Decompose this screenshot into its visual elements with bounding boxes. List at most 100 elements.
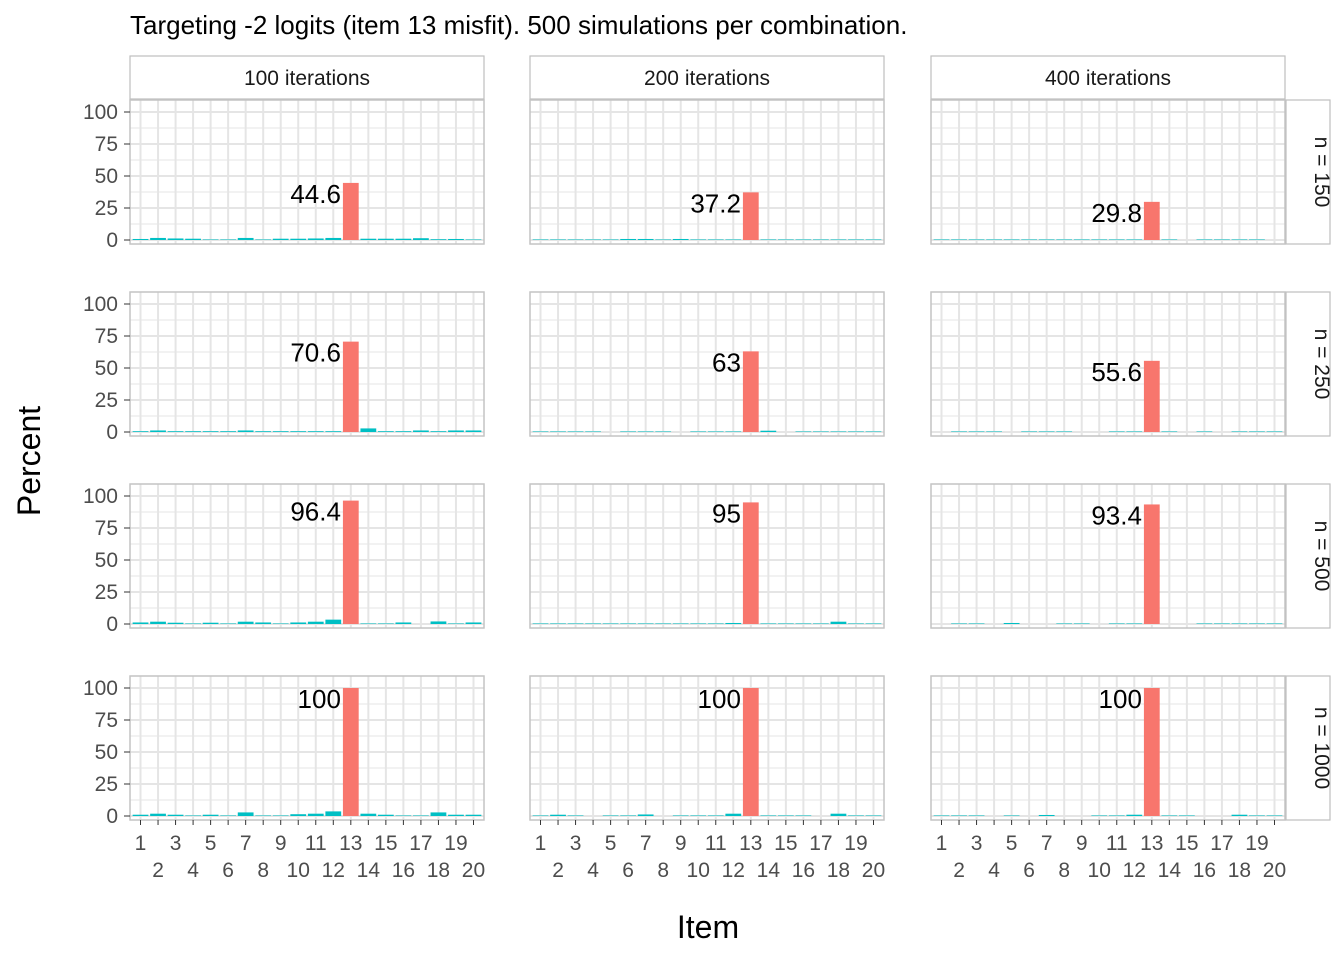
facet-panel: 29.8 xyxy=(930,99,1286,245)
bar xyxy=(1038,814,1055,816)
x-tick-label: 16 xyxy=(392,859,415,882)
x-tick-label: 12 xyxy=(322,859,345,882)
panel-border xyxy=(129,291,485,437)
x-tick-label: 4 xyxy=(988,859,1000,882)
bar xyxy=(602,239,619,240)
y-tick-label: 0 xyxy=(106,805,118,828)
x-tick-label: 13 xyxy=(339,832,362,855)
bar xyxy=(933,815,950,816)
data-label: 37.2 xyxy=(690,188,741,218)
bar xyxy=(307,431,324,432)
panel-background xyxy=(130,100,484,244)
bar xyxy=(272,238,289,240)
data-label: 29.8 xyxy=(1091,198,1142,228)
bar xyxy=(968,431,985,432)
bar xyxy=(325,237,342,240)
bar xyxy=(690,239,707,240)
bar xyxy=(1003,239,1020,240)
bar xyxy=(620,238,637,240)
y-tick-label: 0 xyxy=(106,421,118,444)
bar xyxy=(448,623,464,624)
bar xyxy=(1003,622,1020,624)
bar xyxy=(1003,815,1020,816)
bar xyxy=(1108,239,1125,240)
facet-strip-row-label: n = 250 xyxy=(1310,329,1333,400)
bar xyxy=(602,623,619,624)
bar xyxy=(413,238,429,240)
x-tick-label: 8 xyxy=(257,859,269,882)
bar xyxy=(202,622,219,624)
bar xyxy=(602,815,619,816)
facet-strip-col xyxy=(529,55,885,100)
bar xyxy=(777,239,794,240)
bar xyxy=(795,815,812,816)
bar xyxy=(1108,623,1125,624)
x-tick-label: 20 xyxy=(862,859,885,882)
bar xyxy=(290,431,307,432)
x-tick-label: 18 xyxy=(427,859,450,882)
x-tick-label: 19 xyxy=(444,832,467,855)
bar xyxy=(1196,239,1213,240)
chart-title: Targeting -2 logits (item 13 misfit). 50… xyxy=(130,10,907,40)
bar xyxy=(620,431,637,432)
bar xyxy=(637,814,654,816)
x-tick-label: 20 xyxy=(462,859,485,882)
bar xyxy=(465,430,482,432)
x-tick-label: 4 xyxy=(587,859,599,882)
x-tick-label: 17 xyxy=(1210,832,1233,855)
x-tick-label: 11 xyxy=(705,832,727,855)
data-label: 100 xyxy=(698,684,741,714)
bar xyxy=(813,623,829,624)
panel-background xyxy=(931,100,1285,244)
bar xyxy=(672,238,689,240)
bar xyxy=(1056,623,1073,624)
bar xyxy=(255,622,272,624)
bar-highlight xyxy=(1143,201,1160,240)
bar xyxy=(567,815,584,816)
bar xyxy=(690,623,707,624)
x-tick-label: 18 xyxy=(827,859,850,882)
bar xyxy=(220,623,237,624)
x-axis-title: Item xyxy=(677,909,739,945)
bar xyxy=(760,623,777,624)
bar xyxy=(848,239,864,240)
bar xyxy=(1231,623,1248,624)
bar xyxy=(237,812,254,816)
x-tick-label: 4 xyxy=(187,859,199,882)
y-tick-label: 0 xyxy=(106,613,118,636)
bar xyxy=(1266,815,1283,816)
x-tick-label: 2 xyxy=(953,859,965,882)
x-tick-label: 3 xyxy=(170,832,182,855)
bar xyxy=(637,431,654,432)
y-tick-label: 50 xyxy=(95,549,118,572)
bar-highlight xyxy=(342,688,359,816)
bar xyxy=(1126,623,1143,624)
panel-background xyxy=(130,484,484,628)
bar xyxy=(185,238,201,240)
bar xyxy=(725,239,742,240)
x-tick-label: 6 xyxy=(622,859,634,882)
facet-panel: 96.4 xyxy=(129,483,485,629)
bar xyxy=(532,815,549,816)
facet-strip-col xyxy=(930,55,1286,100)
bar xyxy=(1073,239,1090,240)
x-tick-label: 19 xyxy=(1245,832,1268,855)
x-tick-label: 20 xyxy=(1263,859,1286,882)
bar-highlight xyxy=(342,500,359,624)
bar xyxy=(1021,431,1038,432)
bar xyxy=(377,814,394,816)
x-tick-label: 7 xyxy=(240,832,252,855)
bar xyxy=(1126,239,1143,240)
data-label: 55.6 xyxy=(1091,357,1142,387)
facet-panel: 44.6 xyxy=(129,99,485,245)
bar xyxy=(167,238,184,240)
bar xyxy=(707,431,724,432)
bar xyxy=(1038,431,1055,432)
x-tick-label: 6 xyxy=(222,859,234,882)
bar xyxy=(707,623,724,624)
bar xyxy=(707,815,724,816)
bar xyxy=(690,815,707,816)
panel-border xyxy=(930,291,1286,437)
bar xyxy=(725,622,742,624)
bar xyxy=(1249,623,1265,624)
